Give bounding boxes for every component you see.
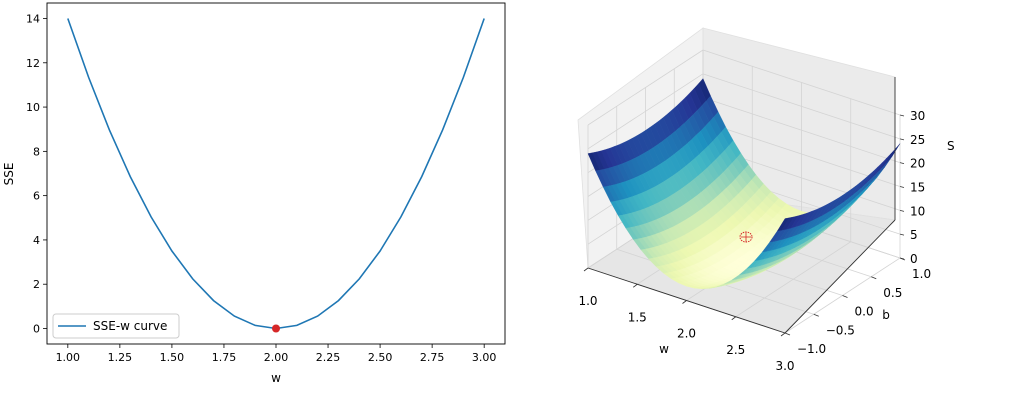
b-tick — [842, 295, 848, 298]
b-axis-label: b — [882, 308, 890, 322]
surface-patch — [776, 217, 790, 232]
x-tick-label: 3.00 — [472, 351, 497, 364]
x-tick-label: 1.50 — [160, 351, 185, 364]
y-tick-label: 6 — [33, 190, 40, 203]
w-tick — [682, 300, 687, 304]
sse-tick-label: 0 — [910, 252, 918, 266]
y-tick-label: 4 — [33, 234, 40, 247]
y-tick-label: 0 — [33, 323, 40, 336]
x-tick-label: 2.50 — [368, 351, 393, 364]
w-tick — [583, 267, 589, 272]
w-axis-ticks: 1.0 1.5 2.0 2.5 3.0 — [578, 267, 795, 373]
sse-axis-ticks: 0 5 10 15 20 25 30 — [899, 109, 925, 266]
x-tick-label: 2.75 — [420, 351, 445, 364]
axis-ticks — [43, 18, 485, 348]
minimum-point-marker — [739, 231, 753, 243]
sse-tick-label: 5 — [910, 228, 918, 242]
sse-tick-label: 25 — [910, 133, 925, 147]
w-tick — [780, 332, 786, 337]
y-tick-label: 8 — [33, 145, 40, 158]
b-tick-label: 0.5 — [883, 286, 902, 300]
legend-label: SSE-w curve — [93, 319, 167, 333]
b-tick-label: −1.0 — [797, 342, 826, 356]
w-axis-label: w — [659, 342, 669, 356]
sse-axis-label: S — [947, 139, 955, 153]
w-tick — [633, 283, 638, 288]
sse-tick — [899, 186, 905, 188]
b-tick — [813, 313, 819, 317]
b-tick-label: 0.0 — [855, 305, 874, 319]
sse-tick — [899, 233, 905, 236]
y-tick-label: 2 — [33, 278, 40, 291]
plot-area — [47, 3, 505, 344]
gridline — [587, 49, 704, 126]
sse-surface — [587, 78, 901, 290]
w-tick-label: 1.5 — [628, 310, 647, 324]
sse-tick-label: 15 — [910, 181, 925, 195]
w-tick-label: 2.0 — [677, 327, 696, 341]
b-tick-label: −0.5 — [826, 323, 855, 337]
x-tick-label: 1.25 — [108, 351, 133, 364]
w-tick — [731, 316, 736, 321]
x-axis-label: w — [271, 371, 281, 385]
w-tick-label: 3.0 — [775, 359, 794, 373]
sse-tick — [899, 209, 905, 212]
sse-surface-3d-chart: 1.0 1.5 2.0 2.5 3.0 −1.0−0.50.0 0.5 1.0 0 5 10 15… — [577, 27, 955, 373]
w-tick-label: 2.5 — [726, 343, 745, 357]
x-tick-labels: 1.00 1.25 1.50 1.75 2.00 2.25 2.50 2.75 3.00 — [56, 351, 497, 364]
b-tick — [784, 332, 791, 336]
plot-frame — [46, 2, 506, 345]
b-tick — [871, 276, 877, 280]
y-tick-label: 10 — [26, 101, 40, 114]
sse-tick-label: 20 — [910, 157, 925, 171]
gridline — [587, 73, 704, 150]
sse-w-line-chart: 1.00 1.25 1.50 1.75 2.00 2.25 2.50 2.75 3.00 0 2 4… — [2, 2, 506, 385]
sse-tick-label: 10 — [910, 204, 925, 218]
y-tick-label: 12 — [26, 57, 40, 70]
x-tick-label: 1.75 — [212, 351, 237, 364]
y-tick-label: 14 — [26, 13, 40, 26]
y-axis-label: SSE — [2, 163, 16, 186]
b-axis-ticks: −1.0−0.50.0 0.5 1.0 — [784, 257, 931, 356]
minimum-point-marker — [272, 324, 280, 333]
y-tick-labels: 0 2 4 6 8 10 12 14 — [26, 13, 40, 336]
gridline — [702, 121, 901, 187]
x-tick-label: 2.25 — [316, 351, 341, 364]
x-tick-label: 2.00 — [264, 351, 289, 364]
sse-tick — [899, 162, 905, 165]
sse-tick — [899, 138, 905, 141]
w-tick-label: 1.0 — [578, 294, 597, 308]
gridline — [702, 49, 901, 116]
sse-tick-label: 30 — [910, 109, 925, 123]
b-tick-label: 1.0 — [912, 267, 931, 281]
legend: SSE-w curve — [52, 313, 180, 339]
sse-tick — [899, 114, 905, 117]
legend-box — [52, 313, 180, 339]
gridline — [702, 97, 901, 164]
x-tick-label: 1.00 — [56, 351, 81, 364]
sse-tick — [899, 257, 905, 260]
gridline — [702, 73, 901, 140]
